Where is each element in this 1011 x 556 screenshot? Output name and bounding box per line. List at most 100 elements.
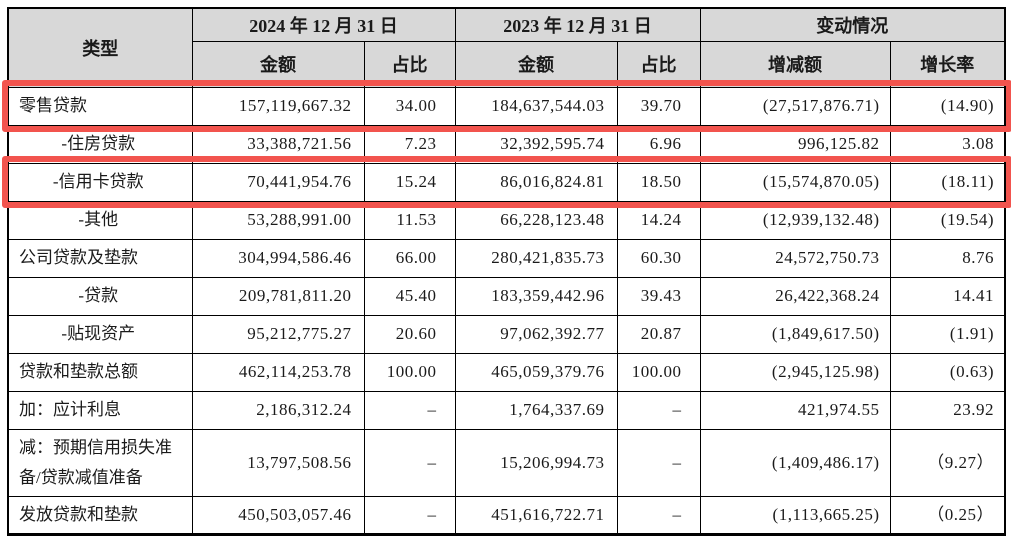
cell-ratio-2023: 14.24 xyxy=(616,200,701,240)
table-header: 类型 2024 年 12 月 31 日 2023 年 12 月 31 日 变动情… xyxy=(7,7,1006,88)
cell-amount-2023: 184,637,544.03 xyxy=(454,86,618,126)
table-row: 零售贷款 157,119,667.32 34.00 184,637,544.03 39.… xyxy=(7,86,1006,126)
cell-ratio-2024: – xyxy=(363,495,456,535)
cell-ratio-2023: 18.50 xyxy=(616,162,701,202)
cell-growth-rate: （0.25） xyxy=(889,495,1006,535)
cell-growth-rate: 3.08 xyxy=(889,124,1006,164)
cell-change-amount: (1,849,617.50) xyxy=(699,314,891,354)
cell-type-label: 减：预期信用损失准备/贷款减值准备 xyxy=(7,428,193,497)
cell-amount-2023: 465,059,379.76 xyxy=(454,352,618,392)
cell-growth-rate: (14.90) xyxy=(889,86,1006,126)
cell-ratio-2024: 100.00 xyxy=(363,352,456,392)
cell-amount-2023: 97,062,392.77 xyxy=(454,314,618,354)
cell-change-amount: (15,574,870.05) xyxy=(699,162,891,202)
cell-amount-2023: 280,421,835.73 xyxy=(454,238,618,278)
table-body: 零售贷款 157,119,667.32 34.00 184,637,544.03 39.… xyxy=(7,86,1006,535)
cell-growth-rate: (1.91) xyxy=(889,314,1006,354)
table-row: 发放贷款和垫款 450,503,057.46–451,616,722.71– (1,… xyxy=(7,495,1006,535)
loan-breakdown-table: 类型 2024 年 12 月 31 日 2023 年 12 月 31 日 变动情… xyxy=(7,7,1006,536)
cell-ratio-2023: 60.30 xyxy=(616,238,701,278)
table-row: -住房贷款 33,388,721.56 7.23 32,392,595.74 6.96 9… xyxy=(7,124,1006,164)
cell-amount-2024: 53,288,991.00 xyxy=(191,200,365,240)
cell-ratio-2023: 39.70 xyxy=(616,86,701,126)
cell-type-label: 发放贷款和垫款 xyxy=(7,495,193,535)
cell-amount-2024: 95,212,775.27 xyxy=(191,314,365,354)
header-ratio-2024: 占比 xyxy=(363,40,456,88)
cell-growth-rate: (18.11) xyxy=(889,162,1006,202)
cell-type-label: 贷款和垫款总额 xyxy=(7,352,193,392)
cell-growth-rate: (19.54) xyxy=(889,200,1006,240)
cell-amount-2023: 32,392,595.74 xyxy=(454,124,618,164)
cell-ratio-2024: 11.53 xyxy=(363,200,456,240)
header-ratio-2023: 占比 xyxy=(616,40,701,88)
cell-ratio-2024: 34.00 xyxy=(363,86,456,126)
cell-type-label: -其他 xyxy=(7,200,193,240)
header-amount-2024: 金额 xyxy=(191,40,365,88)
cell-ratio-2024: 66.00 xyxy=(363,238,456,278)
cell-amount-2023: 1,764,337.69 xyxy=(454,390,618,430)
cell-growth-rate: 23.92 xyxy=(889,390,1006,430)
cell-change-amount: (2,945,125.98) xyxy=(699,352,891,392)
cell-ratio-2023: – xyxy=(616,390,701,430)
cell-change-amount: 996,125.82 xyxy=(699,124,891,164)
table-row: -贷款 209,781,811.20 45.40 183,359,442.96 39.4… xyxy=(7,276,1006,316)
cell-amount-2024: 209,781,811.20 xyxy=(191,276,365,316)
table-row: -贴现资产 95,212,775.27 20.60 97,062,392.77 20.8… xyxy=(7,314,1006,354)
cell-amount-2023: 66,228,123.48 xyxy=(454,200,618,240)
table-row: 公司贷款及垫款 304,994,586.46 66.00 280,421,835.73… xyxy=(7,238,1006,278)
loan-table-wrap: 类型 2024 年 12 月 31 日 2023 年 12 月 31 日 变动情… xyxy=(2,7,1011,536)
cell-change-amount: 26,422,368.24 xyxy=(699,276,891,316)
header-type: 类型 xyxy=(7,7,193,88)
cell-type-label: -贷款 xyxy=(7,276,193,316)
header-date-2023: 2023 年 12 月 31 日 xyxy=(454,7,701,42)
cell-amount-2024: 2,186,312.24 xyxy=(191,390,365,430)
cell-amount-2024: 33,388,721.56 xyxy=(191,124,365,164)
cell-amount-2024: 70,441,954.76 xyxy=(191,162,365,202)
cell-type-label: 加：应计利息 xyxy=(7,390,193,430)
cell-ratio-2023: – xyxy=(616,495,701,535)
cell-amount-2023: 15,206,994.73 xyxy=(454,428,618,497)
table-row: -信用卡贷款 70,441,954.76 15.24 86,016,824.81 18.… xyxy=(7,162,1006,202)
cell-ratio-2023: 6.96 xyxy=(616,124,701,164)
header-row-groups: 类型 2024 年 12 月 31 日 2023 年 12 月 31 日 变动情… xyxy=(7,7,1006,88)
cell-ratio-2023: 39.43 xyxy=(616,276,701,316)
cell-ratio-2023: 20.87 xyxy=(616,314,701,354)
table-row: 加：应计利息 2,186,312.24–1,764,337.69–421,974.… xyxy=(7,390,1006,430)
cell-change-amount: 24,572,750.73 xyxy=(699,238,891,278)
table-row: 减：预期信用损失准备/贷款减值准备 13,797,508.56 –15,206,99… xyxy=(7,428,1006,497)
cell-amount-2023: 86,016,824.81 xyxy=(454,162,618,202)
header-amount-2023: 金额 xyxy=(454,40,618,88)
cell-growth-rate: （9.27） xyxy=(889,428,1006,497)
cell-growth-rate: 14.41 xyxy=(889,276,1006,316)
header-change-group: 变动情况 xyxy=(699,7,1006,42)
cell-amount-2024: 304,994,586.46 xyxy=(191,238,365,278)
cell-change-amount: (1,409,486.17) xyxy=(699,428,891,497)
header-growth-rate: 增长率 xyxy=(889,40,1006,88)
cell-change-amount: (1,113,665.25) xyxy=(699,495,891,535)
cell-ratio-2024: 7.23 xyxy=(363,124,456,164)
cell-type-label: 零售贷款 xyxy=(7,86,193,126)
header-row-subcolumns: 金额 占比 金额 占比 增减额 增长率 xyxy=(8,40,1006,88)
cell-amount-2023: 183,359,442.96 xyxy=(454,276,618,316)
cell-amount-2024: 157,119,667.32 xyxy=(191,86,365,126)
cell-ratio-2023: – xyxy=(616,428,701,497)
cell-ratio-2024: – xyxy=(363,390,456,430)
cell-change-amount: (27,517,876.71) xyxy=(699,86,891,126)
cell-growth-rate: (0.63) xyxy=(889,352,1006,392)
cell-type-label: -信用卡贷款 xyxy=(7,162,193,202)
cell-amount-2023: 451,616,722.71 xyxy=(454,495,618,535)
table-row: -其他 53,288,991.00 11.53 66,228,123.48 14.24(… xyxy=(7,200,1006,240)
cell-type-label: -贴现资产 xyxy=(7,314,193,354)
table-row: 贷款和垫款总额 462,114,253.78 100.00 465,059,379.7… xyxy=(7,352,1006,392)
cell-type-label: -住房贷款 xyxy=(7,124,193,164)
cell-amount-2024: 13,797,508.56 xyxy=(191,428,365,497)
cell-ratio-2024: 15.24 xyxy=(363,162,456,202)
cell-amount-2024: 450,503,057.46 xyxy=(191,495,365,535)
header-date-2024: 2024 年 12 月 31 日 xyxy=(191,7,456,42)
cell-change-amount: 421,974.55 xyxy=(699,390,891,430)
cell-growth-rate: 8.76 xyxy=(889,238,1006,278)
cell-type-label: 公司贷款及垫款 xyxy=(7,238,193,278)
cell-change-amount: (12,939,132.48) xyxy=(699,200,891,240)
cell-ratio-2024: 45.40 xyxy=(363,276,456,316)
header-change-amount: 增减额 xyxy=(699,40,891,88)
